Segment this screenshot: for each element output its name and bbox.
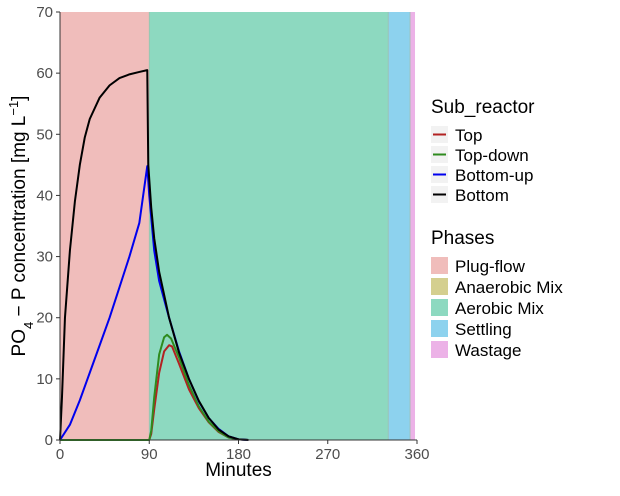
y-tick-label: 10 — [36, 371, 53, 388]
legend-swatch-anaerobic-mix — [431, 278, 448, 295]
phase-bands — [60, 12, 416, 440]
legend-label-top: Top — [455, 126, 482, 145]
y-tick-label: 0 — [45, 432, 53, 449]
legend-phases: Phases Plug-flow Anaerobic Mix Aerobic Mix… — [431, 228, 563, 360]
x-tick-label: 90 — [141, 446, 158, 463]
legend-swatch-wastage — [431, 341, 448, 358]
y-axis-title-end: ] — [9, 96, 30, 101]
series-line-top-down — [60, 333, 249, 441]
x-tick-label: 0 — [56, 446, 64, 463]
legend-label-bottom-up: Bottom-up — [455, 166, 533, 185]
axes: 0 10 20 30 40 50 60 70 0 90 180 270 360 — [36, 4, 429, 463]
legend-swatch-aerobic-mix — [431, 299, 448, 316]
legend-label-bottom: Bottom — [455, 186, 509, 205]
y-axis-title-sub: 4 — [21, 322, 36, 329]
legend-label-top-down: Top-down — [455, 146, 529, 165]
y-axis-title: PO4 − P concentration [mg L−1] — [6, 96, 36, 357]
series-line-bottom — [59, 69, 249, 441]
legend-label-aerobic-mix: Aerobic Mix — [455, 299, 544, 318]
y-tick-label: 40 — [36, 187, 53, 204]
y-axis-title-middle: − P concentration [mg L — [9, 116, 30, 322]
y-axis-title-sup: −1 — [6, 101, 21, 116]
y-tick-label: 70 — [36, 4, 53, 21]
x-tick-label: 180 — [226, 446, 251, 463]
legend-label-anaerobic-mix: Anaerobic Mix — [455, 278, 563, 297]
phase-band-settling — [388, 12, 411, 440]
phase-band-wastage — [410, 12, 416, 440]
legend-label-wastage: Wastage — [455, 341, 521, 360]
legend-swatch-plug-flow — [431, 257, 448, 274]
y-tick-label: 20 — [36, 310, 53, 327]
phase-band-plug-flow — [60, 12, 150, 440]
legend-label-settling: Settling — [455, 320, 512, 339]
y-tick-label: 60 — [36, 65, 53, 82]
legend-label-plug-flow: Plug-flow — [455, 257, 526, 276]
x-tick-label: 270 — [315, 446, 340, 463]
y-axis-title-base: PO — [9, 329, 30, 356]
y-tick-label: 30 — [36, 249, 53, 266]
x-axis-title: Minutes — [205, 460, 272, 481]
y-tick-label: 50 — [36, 126, 53, 143]
x-tick-label: 360 — [404, 446, 429, 463]
legend-sub-reactor-title: Sub_reactor — [431, 97, 535, 118]
legend-swatch-settling — [431, 320, 448, 337]
phase-band-aerobic-mix — [149, 12, 389, 440]
series-lines — [59, 69, 249, 441]
legend-phases-title: Phases — [431, 228, 494, 249]
